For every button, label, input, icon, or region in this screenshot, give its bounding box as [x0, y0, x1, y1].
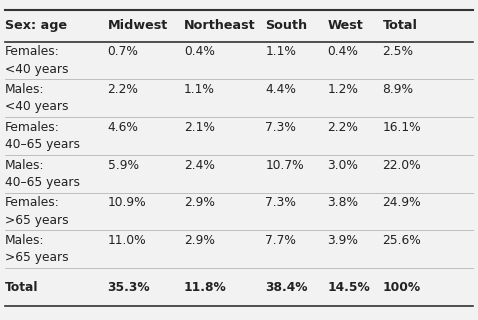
Text: 38.4%: 38.4% [265, 281, 308, 293]
Text: <40 years: <40 years [5, 100, 68, 113]
Text: 2.4%: 2.4% [184, 159, 215, 172]
Text: West: West [327, 19, 363, 32]
Text: 35.3%: 35.3% [108, 281, 150, 293]
Text: 16.1%: 16.1% [382, 121, 421, 134]
Text: Total: Total [5, 281, 38, 293]
Text: 2.1%: 2.1% [184, 121, 215, 134]
Text: <40 years: <40 years [5, 63, 68, 76]
Text: Females:: Females: [5, 45, 60, 58]
Text: 11.8%: 11.8% [184, 281, 227, 293]
Text: 4.6%: 4.6% [108, 121, 139, 134]
Text: Males:: Males: [5, 234, 44, 247]
Text: 11.0%: 11.0% [108, 234, 146, 247]
Text: 0.4%: 0.4% [327, 45, 358, 58]
Text: >65 years: >65 years [5, 252, 68, 264]
Text: 3.8%: 3.8% [327, 196, 358, 209]
Text: 7.7%: 7.7% [265, 234, 296, 247]
Text: Midwest: Midwest [108, 19, 168, 32]
Text: 14.5%: 14.5% [327, 281, 370, 293]
Text: 1.1%: 1.1% [265, 45, 296, 58]
Text: 2.5%: 2.5% [382, 45, 413, 58]
Text: 40–65 years: 40–65 years [5, 138, 80, 151]
Text: 7.3%: 7.3% [265, 196, 296, 209]
Text: 22.0%: 22.0% [382, 159, 421, 172]
Text: Sex: age: Sex: age [5, 19, 67, 32]
Text: 2.2%: 2.2% [108, 83, 139, 96]
Text: 7.3%: 7.3% [265, 121, 296, 134]
Text: 5.9%: 5.9% [108, 159, 139, 172]
Text: 10.7%: 10.7% [265, 159, 304, 172]
Text: 3.9%: 3.9% [327, 234, 358, 247]
Text: 10.9%: 10.9% [108, 196, 146, 209]
Text: 24.9%: 24.9% [382, 196, 421, 209]
Text: South: South [265, 19, 307, 32]
Text: 1.2%: 1.2% [327, 83, 358, 96]
Text: 2.9%: 2.9% [184, 196, 215, 209]
Text: 0.7%: 0.7% [108, 45, 139, 58]
Text: 40–65 years: 40–65 years [5, 176, 80, 189]
Text: Total: Total [382, 19, 417, 32]
Text: 25.6%: 25.6% [382, 234, 421, 247]
Text: Females:: Females: [5, 196, 60, 209]
Text: 2.2%: 2.2% [327, 121, 358, 134]
Text: Females:: Females: [5, 121, 60, 134]
Text: Males:: Males: [5, 83, 44, 96]
Text: 3.0%: 3.0% [327, 159, 358, 172]
Text: 4.4%: 4.4% [265, 83, 296, 96]
Text: Northeast: Northeast [184, 19, 256, 32]
Text: 100%: 100% [382, 281, 421, 293]
Text: Males:: Males: [5, 159, 44, 172]
Text: 1.1%: 1.1% [184, 83, 215, 96]
Text: 0.4%: 0.4% [184, 45, 215, 58]
Text: 8.9%: 8.9% [382, 83, 413, 96]
Text: >65 years: >65 years [5, 214, 68, 227]
Text: 2.9%: 2.9% [184, 234, 215, 247]
